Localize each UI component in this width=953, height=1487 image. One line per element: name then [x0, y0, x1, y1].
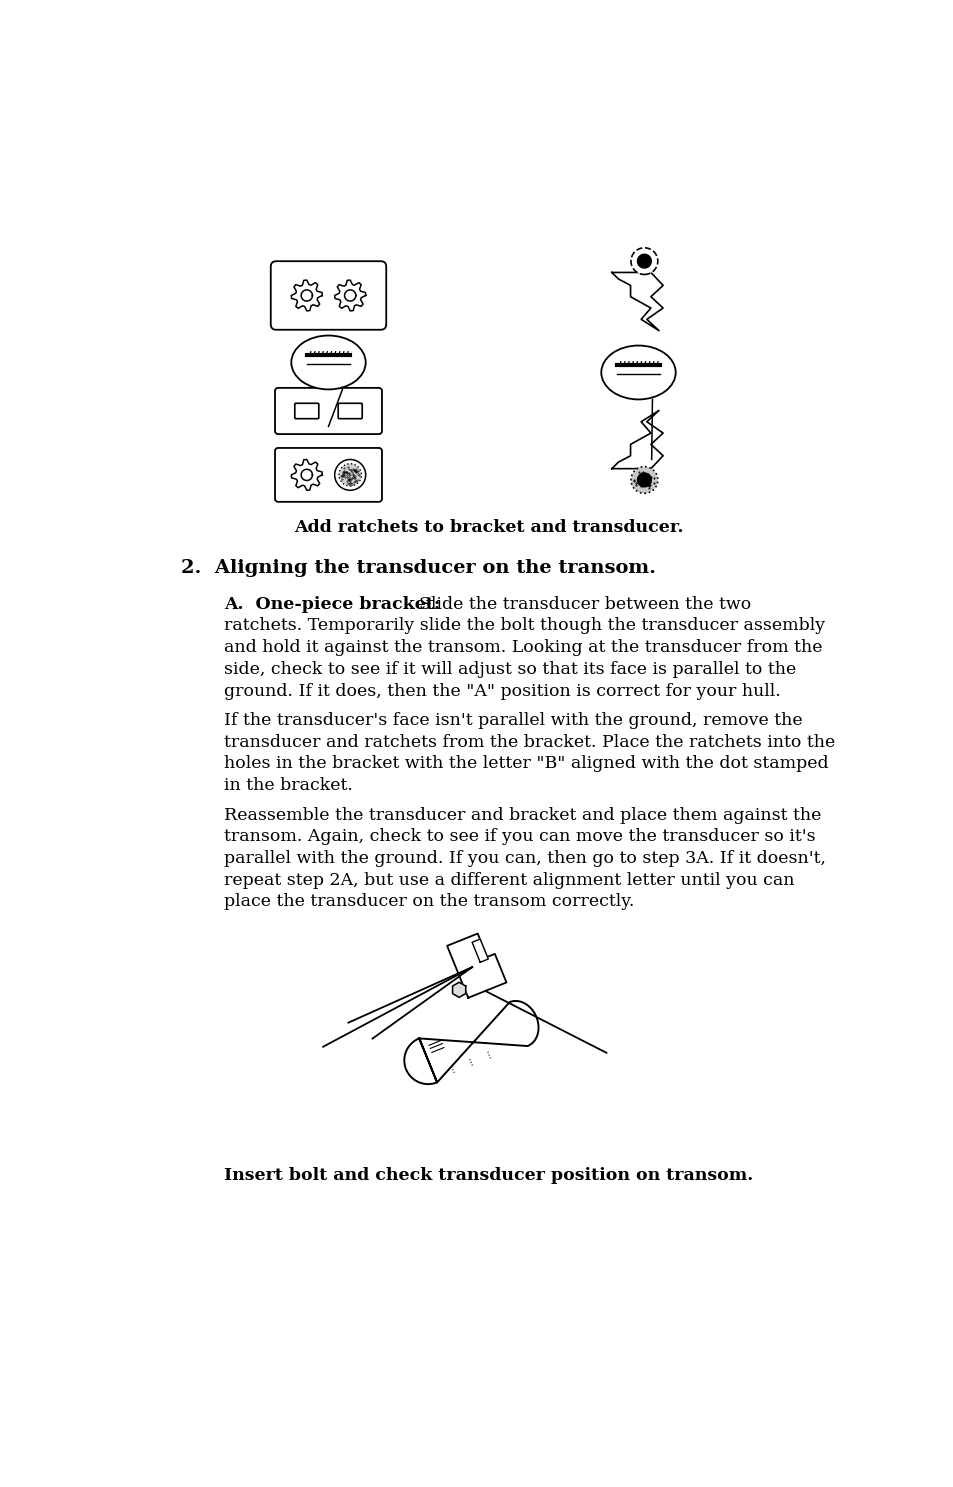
- Polygon shape: [637, 473, 651, 486]
- Polygon shape: [291, 280, 322, 311]
- FancyBboxPatch shape: [294, 403, 318, 419]
- Text: side, check to see if it will adjust so that its face is parallel to the: side, check to see if it will adjust so …: [224, 660, 796, 678]
- Text: parallel with the ground. If you can, then go to step 3A. If it doesn't,: parallel with the ground. If you can, th…: [224, 851, 825, 867]
- Polygon shape: [291, 459, 322, 491]
- Polygon shape: [452, 983, 465, 998]
- FancyBboxPatch shape: [337, 403, 362, 419]
- Text: holes in the bracket with the letter "B" aligned with the dot stamped: holes in the bracket with the letter "B"…: [224, 755, 827, 772]
- FancyBboxPatch shape: [274, 448, 381, 501]
- Polygon shape: [344, 290, 355, 300]
- Text: 2.  Aligning the transducer on the transom.: 2. Aligning the transducer on the transo…: [181, 559, 656, 577]
- Ellipse shape: [600, 345, 675, 400]
- FancyBboxPatch shape: [271, 262, 386, 330]
- Text: Reassemble the transducer and bracket and place them against the: Reassemble the transducer and bracket an…: [224, 806, 821, 824]
- Text: place the transducer on the transom correctly.: place the transducer on the transom corr…: [224, 894, 634, 910]
- Polygon shape: [611, 410, 662, 468]
- Circle shape: [630, 248, 658, 275]
- Text: A.  One-piece bracket:: A. One-piece bracket:: [224, 596, 439, 613]
- Ellipse shape: [291, 336, 365, 390]
- Text: Insert bolt and check transducer position on transom.: Insert bolt and check transducer positio…: [224, 1167, 753, 1184]
- Text: If the transducer's face isn't parallel with the ground, remove the: If the transducer's face isn't parallel …: [224, 712, 801, 729]
- Text: and hold it against the transom. Looking at the transducer from the: and hold it against the transom. Looking…: [224, 639, 821, 656]
- Polygon shape: [404, 1001, 537, 1084]
- Text: Slide the transducer between the two: Slide the transducer between the two: [418, 596, 751, 613]
- Polygon shape: [472, 940, 488, 962]
- Polygon shape: [301, 290, 312, 300]
- Text: ratchets. Temporarily slide the bolt though the transducer assembly: ratchets. Temporarily slide the bolt tho…: [224, 617, 824, 635]
- Polygon shape: [335, 280, 365, 311]
- Circle shape: [338, 464, 361, 486]
- Circle shape: [335, 459, 365, 491]
- Text: repeat step 2A, but use a different alignment letter until you can: repeat step 2A, but use a different alig…: [224, 871, 794, 889]
- Text: Add ratchets to bracket and transducer.: Add ratchets to bracket and transducer.: [294, 519, 683, 535]
- Polygon shape: [301, 470, 312, 480]
- Text: in the bracket.: in the bracket.: [224, 778, 353, 794]
- Circle shape: [630, 467, 658, 494]
- Text: transom. Again, check to see if you can move the transducer so it's: transom. Again, check to see if you can …: [224, 828, 815, 845]
- Polygon shape: [637, 254, 651, 268]
- Polygon shape: [611, 272, 662, 330]
- FancyBboxPatch shape: [274, 388, 381, 434]
- Polygon shape: [447, 934, 506, 998]
- Text: transducer and ratchets from the bracket. Place the ratchets into the: transducer and ratchets from the bracket…: [224, 733, 834, 751]
- Text: ground. If it does, then the "A" position is correct for your hull.: ground. If it does, then the "A" positio…: [224, 683, 780, 700]
